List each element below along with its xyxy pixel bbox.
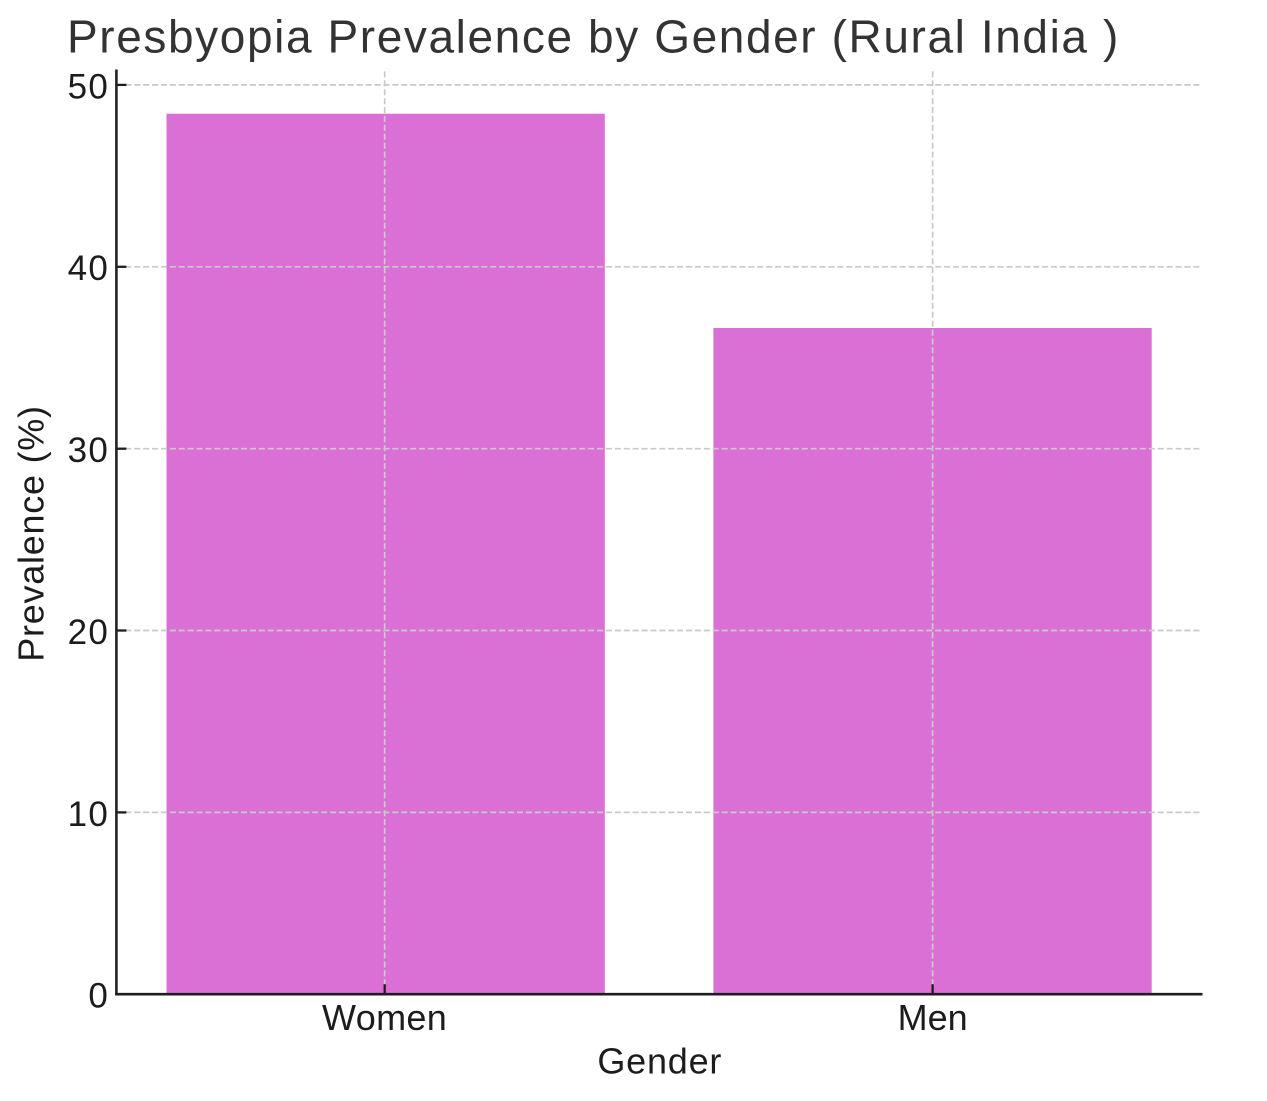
svg-text:Presbyopia Prevalence by Gende: Presbyopia Prevalence by Gender (Rural I… [67,11,1120,63]
svg-text:0: 0 [88,977,109,1016]
svg-text:30: 30 [68,431,109,470]
svg-text:Gender: Gender [597,1040,722,1081]
svg-text:10: 10 [68,795,109,834]
svg-text:Prevalence (%): Prevalence (%) [11,405,52,662]
svg-text:40: 40 [68,249,109,288]
svg-text:20: 20 [68,613,109,652]
svg-text:50: 50 [68,67,109,106]
svg-text:Women: Women [322,997,447,1038]
svg-text:Men: Men [898,997,968,1038]
